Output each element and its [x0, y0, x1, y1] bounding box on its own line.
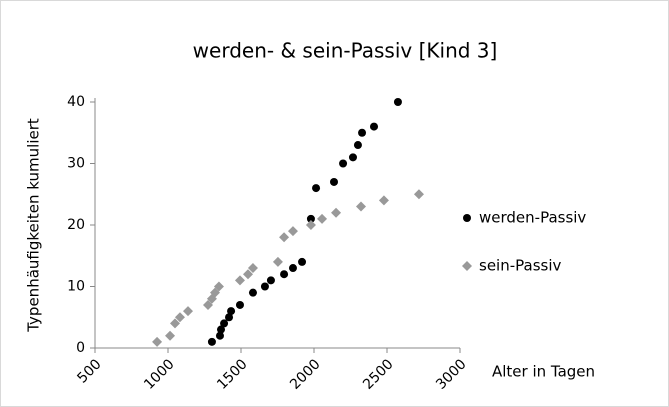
point — [306, 214, 315, 223]
point — [330, 177, 339, 186]
point — [243, 269, 254, 280]
point — [393, 98, 402, 106]
point — [279, 232, 290, 243]
point — [413, 189, 424, 200]
point — [220, 319, 229, 328]
point — [216, 325, 225, 334]
legend-marker — [463, 214, 471, 222]
point — [348, 153, 357, 162]
point — [370, 122, 379, 131]
point — [165, 330, 176, 341]
point — [331, 207, 342, 218]
point — [227, 307, 236, 316]
point — [248, 288, 257, 297]
legend-marker — [462, 261, 472, 271]
point — [305, 220, 316, 230]
point — [234, 275, 245, 286]
point — [288, 264, 297, 273]
y-tick-label: 10 — [67, 279, 85, 295]
point — [235, 300, 244, 309]
point — [152, 336, 163, 347]
chart-title: werden- & sein-Passiv [Kind 3] — [193, 39, 498, 63]
point — [353, 141, 362, 150]
y-tick-label: 0 — [76, 340, 85, 356]
legend-label: werden-Passiv — [479, 209, 586, 227]
point — [266, 276, 275, 285]
point — [356, 201, 367, 212]
point — [260, 282, 269, 291]
point — [317, 213, 328, 224]
point — [215, 331, 224, 340]
point — [339, 159, 348, 168]
point — [298, 257, 307, 266]
point — [225, 313, 234, 322]
point — [287, 226, 298, 237]
y-tick-label: 30 — [67, 156, 85, 172]
point — [312, 184, 321, 193]
y-tick-label: 20 — [67, 217, 85, 233]
point — [213, 281, 224, 292]
point — [183, 306, 194, 317]
point — [272, 256, 283, 267]
point — [247, 263, 258, 274]
y-tick-label: 40 — [67, 94, 85, 110]
legend-label: sein-Passiv — [479, 257, 561, 275]
point — [280, 270, 289, 279]
point — [378, 195, 389, 206]
point — [358, 128, 367, 137]
point — [170, 318, 181, 329]
point — [210, 287, 221, 298]
point — [207, 337, 216, 346]
y-axis-label: Typenhäufigkeiten kumuliert — [25, 118, 43, 333]
point — [203, 299, 214, 310]
x-axis-label: Alter in Tagen — [492, 363, 595, 381]
point — [174, 312, 185, 323]
